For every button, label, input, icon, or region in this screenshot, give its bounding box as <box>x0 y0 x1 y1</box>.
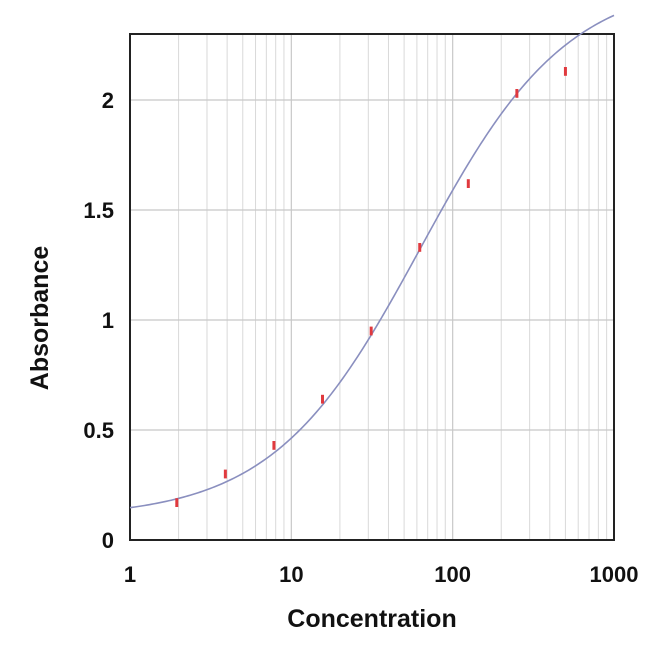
y-tick-label: 0.5 <box>83 418 114 443</box>
fit-curve <box>129 14 615 509</box>
y-tick-labels: 0 0.5 1 1.5 2 <box>83 88 114 553</box>
data-points <box>175 67 567 507</box>
y-tick-label: 0 <box>102 528 114 553</box>
grid-lines <box>129 34 615 541</box>
x-tick-label: 1 <box>124 562 136 587</box>
y-tick-label: 1.5 <box>83 198 114 223</box>
x-axis-title: Concentration <box>287 605 456 633</box>
x-tick-labels: 1 10 100 1000 <box>124 562 639 587</box>
y-axis-title: Absorbance <box>26 246 54 391</box>
plot-frame <box>129 33 615 541</box>
x-tick-label: 100 <box>434 562 471 587</box>
x-tick-label: 1000 <box>590 562 639 587</box>
x-tick-label: 10 <box>279 562 303 587</box>
y-tick-label: 1 <box>102 308 114 333</box>
y-tick-label: 2 <box>102 88 114 113</box>
